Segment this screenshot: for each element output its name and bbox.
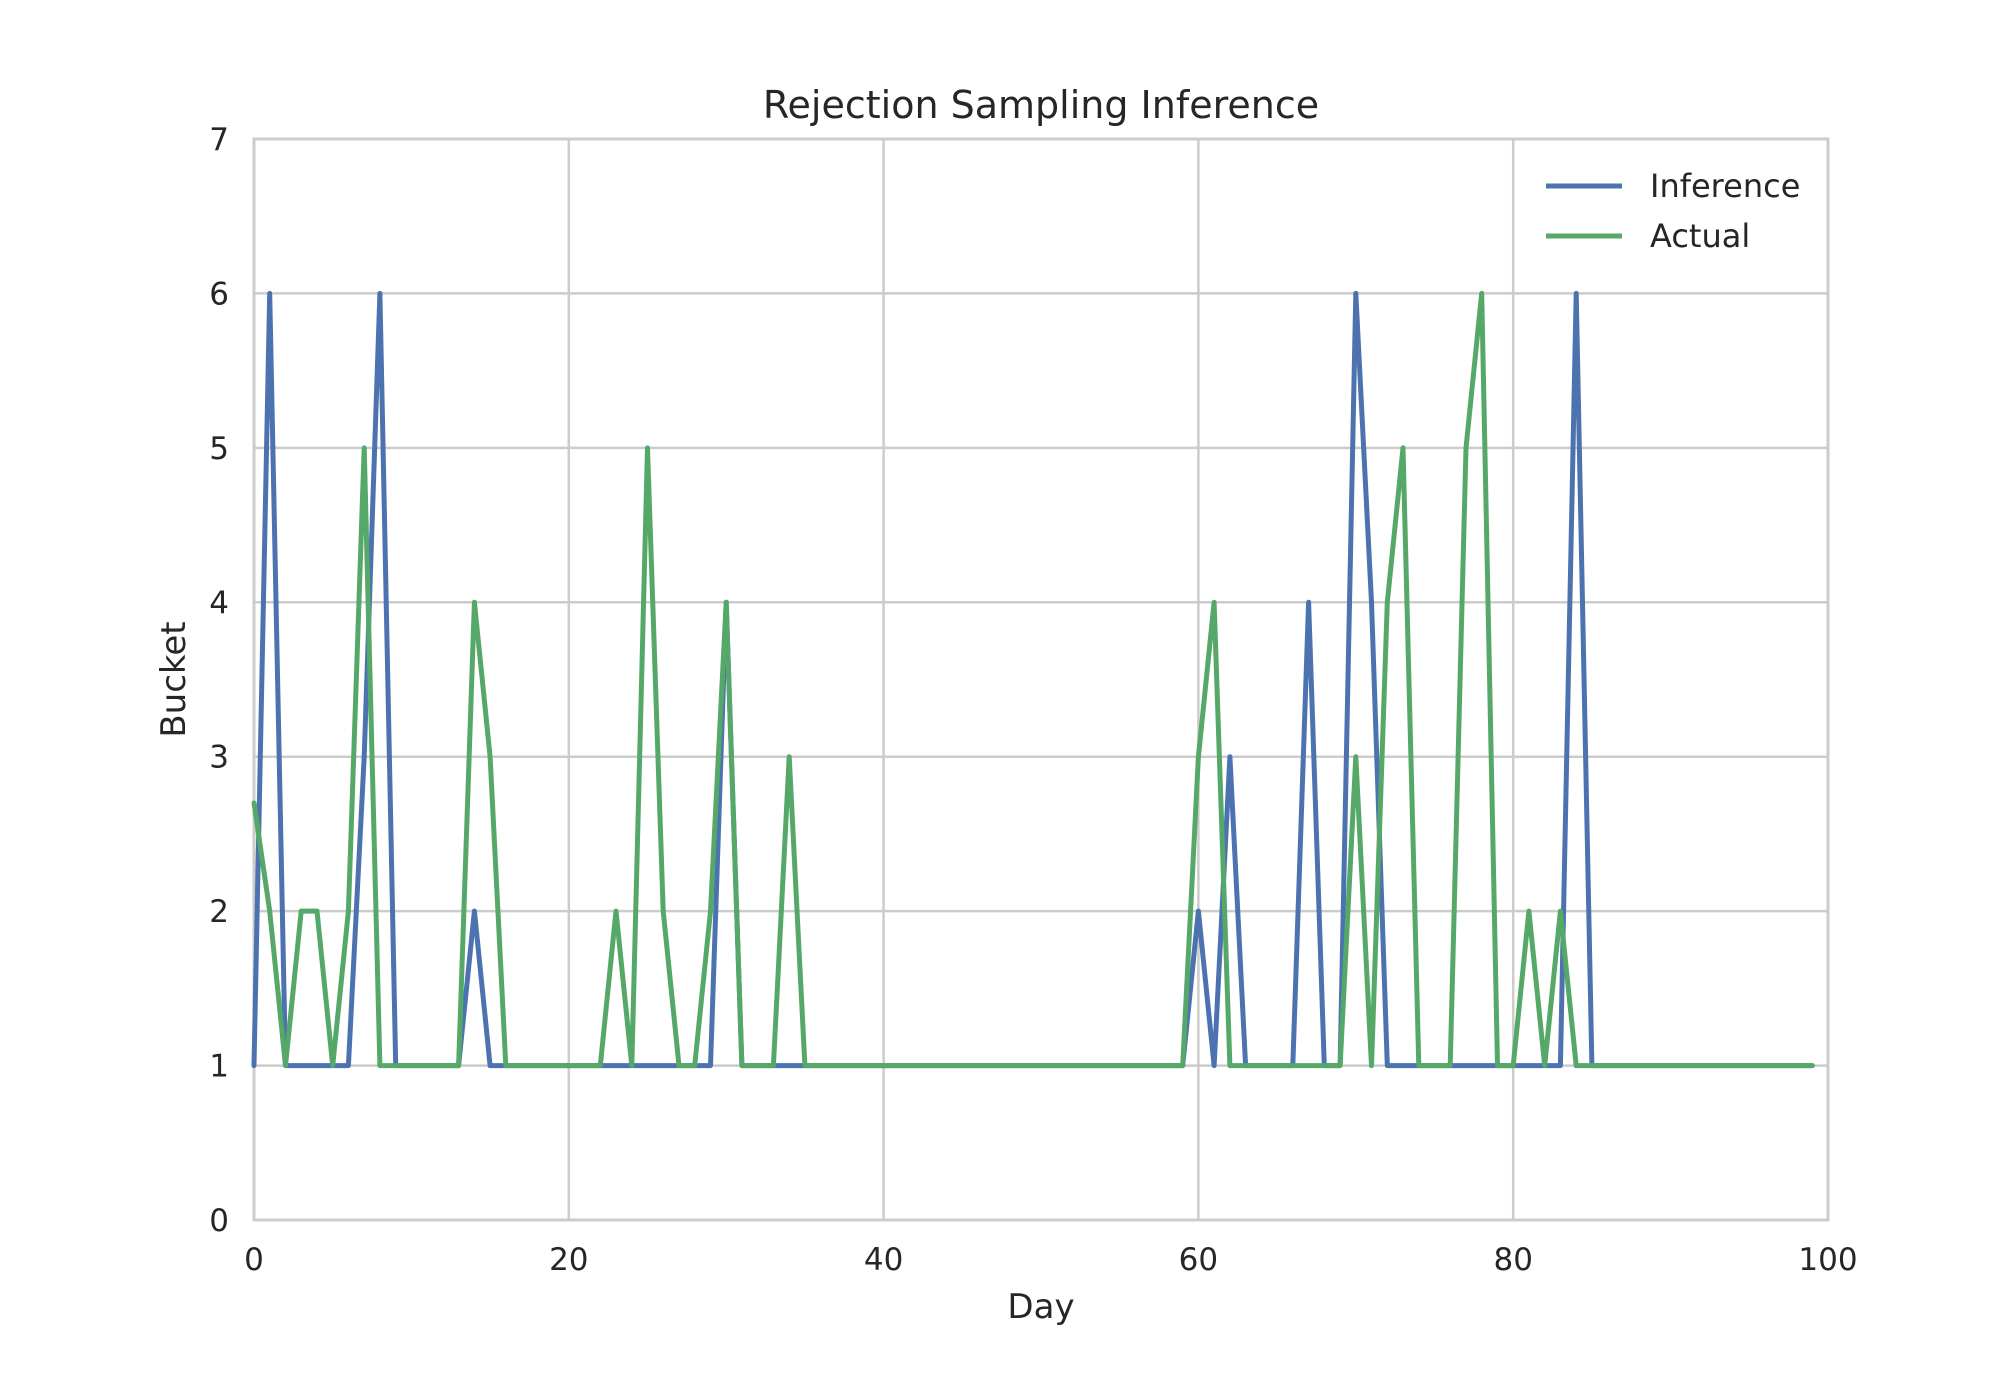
tick-labels: 0 20 40 60 80 100 0 1 2 3 4 5 6 7 (209, 122, 1857, 1278)
x-tick-label: 20 (549, 1242, 588, 1278)
series-line-inference (251, 290, 1815, 1069)
x-tick-label: 0 (244, 1242, 264, 1278)
y-tick-label: 4 (209, 585, 229, 621)
y-tick-label: 6 (209, 276, 229, 312)
y-tick-label: 2 (209, 894, 229, 930)
y-tick-label: 1 (209, 1049, 229, 1085)
legend-label-inference: Inference (1650, 167, 1800, 205)
x-tick-label: 100 (1798, 1242, 1857, 1278)
y-axis-label: Bucket (154, 621, 194, 737)
x-axis-label: Day (1007, 1287, 1074, 1327)
chart-title: Rejection Sampling Inference (763, 83, 1319, 127)
y-tick-label: 3 (209, 740, 229, 776)
y-tick-label: 0 (209, 1203, 229, 1239)
plot-area-frame (252, 137, 1830, 1222)
x-tick-label: 40 (864, 1242, 903, 1278)
y-tick-label: 7 (209, 122, 229, 158)
series-lines (251, 290, 1815, 1069)
series-line-actual (251, 290, 1815, 1069)
legend: Inference Actual (1546, 167, 1800, 255)
legend-label-actual: Actual (1650, 217, 1750, 255)
x-tick-label: 80 (1493, 1242, 1532, 1278)
y-tick-label: 5 (209, 431, 229, 467)
x-tick-label: 60 (1179, 1242, 1218, 1278)
